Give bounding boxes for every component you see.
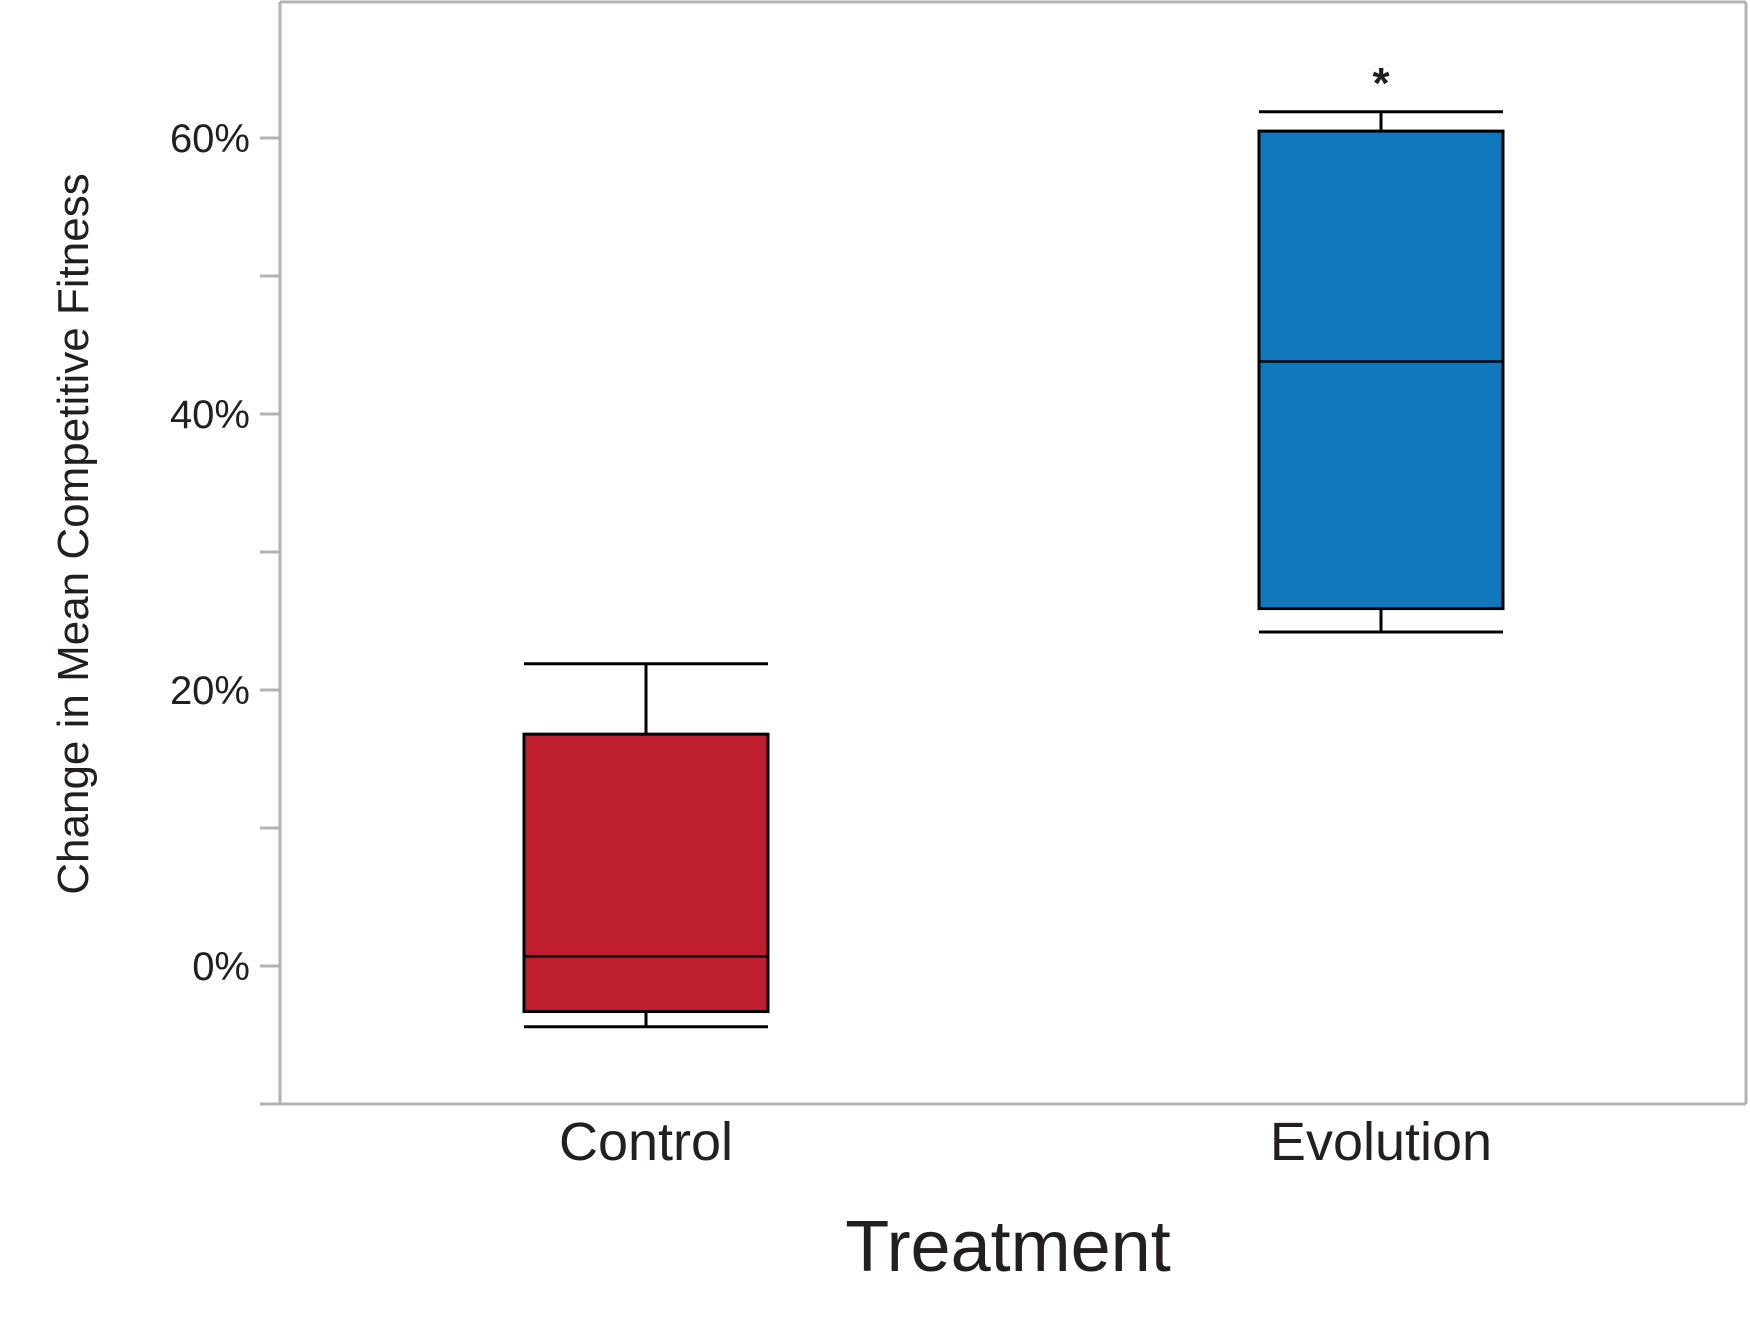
x-tick-label: Evolution: [1270, 1112, 1492, 1172]
axes: [278, 0, 1748, 1106]
boxes: Control * Evolution: [522, 59, 1505, 1172]
y-axis-title: Change in Mean Competitive Fitness: [49, 173, 98, 894]
y-tick-label: 60%: [170, 117, 250, 161]
x-axis-title: Treatment: [845, 1207, 1170, 1287]
y-tick-label: 40%: [170, 393, 250, 437]
y-tick-label: 20%: [170, 669, 250, 713]
x-tick-label: Control: [559, 1112, 733, 1172]
y-tick-label: 0%: [192, 945, 250, 989]
iqr-box: [522, 732, 770, 1014]
y-axis-ticks: 0% 20% 40% 60%: [170, 117, 280, 1106]
iqr-box: [1257, 129, 1505, 611]
box-control: Control: [522, 662, 770, 1172]
axis-labels: Treatment Change in Mean Competitive Fit…: [49, 173, 1171, 1287]
box-evolution: * Evolution: [1257, 59, 1505, 1172]
significance-marker: *: [1372, 59, 1390, 108]
